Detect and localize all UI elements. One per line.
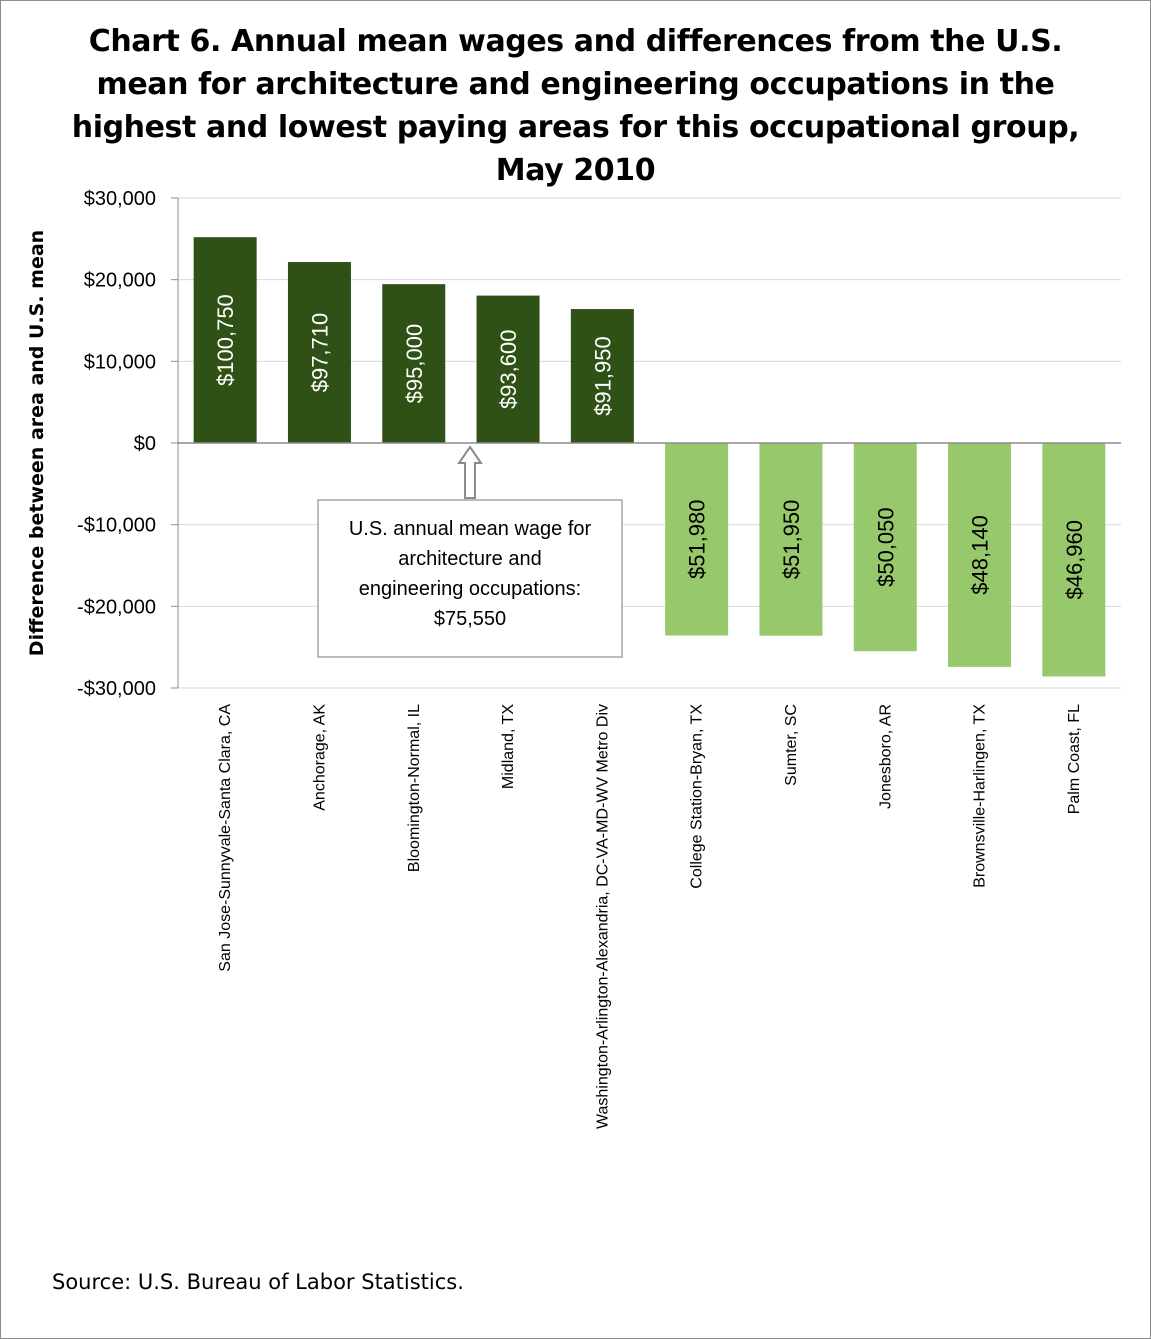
annotation-text: engineering occupations: (359, 578, 581, 600)
y-tick-label: -$30,000 (77, 678, 156, 700)
data-label: $51,980 (685, 499, 710, 579)
category-label: Palm Coast, FL (1066, 704, 1083, 814)
chart-title: Chart 6. Annual mean wages and differenc… (71, 24, 1080, 188)
bar (193, 237, 257, 443)
category-label: Jonesboro, AR (877, 704, 894, 809)
bars (193, 237, 1106, 677)
annotation-text: U.S. annual mean wage for (349, 518, 592, 540)
up-arrow-icon (457, 445, 483, 499)
annotation-text: $75,550 (434, 608, 506, 630)
bar (382, 284, 446, 443)
data-label: $100,750 (213, 294, 238, 386)
bar (1042, 443, 1106, 677)
data-label: $46,960 (1062, 520, 1087, 600)
bar (665, 443, 729, 636)
data-label: $95,000 (402, 324, 427, 404)
data-labels: $100,750 $97,710 $95,000 $93,600 $91,950 $51,… (213, 294, 1087, 599)
y-tick-label: $30,000 (84, 188, 156, 210)
data-label: $48,140 (968, 515, 993, 595)
annotation-text: architecture and (398, 548, 541, 570)
annotation-box (317, 499, 623, 658)
category-label: Midland, TX (500, 704, 517, 789)
category-label: Brownsville-Harlingen, TX (972, 704, 989, 888)
y-tick-label: -$20,000 (77, 596, 156, 618)
category-label: Anchorage, AK (311, 704, 328, 811)
y-tick-label: -$10,000 (77, 515, 156, 537)
axes (171, 197, 1121, 689)
y-tick-label: $0 (134, 433, 156, 455)
bar (570, 309, 634, 443)
category-label: College Station-Bryan, TX (689, 704, 706, 889)
category-label: San Jose-Sunnyvale-Santa Clara, CA (217, 704, 234, 972)
y-tick-label: $20,000 (84, 270, 156, 292)
data-label: $50,050 (873, 507, 898, 587)
data-label: $93,600 (496, 330, 521, 410)
bar (759, 443, 823, 636)
bar (476, 295, 540, 443)
category-label: Washington-Arlington-Alexandria, DC-VA-M… (594, 704, 611, 1129)
annotation: U.S. annual mean wage for architecture an… (317, 445, 623, 658)
category-labels: San Jose-Sunnyvale-Santa Clara, CA Anchor… (217, 704, 1083, 1129)
bar (948, 443, 1012, 667)
bar (287, 262, 351, 443)
source-note: Source: U.S. Bureau of Labor Statistics. (52, 1270, 464, 1294)
category-label: Sumter, SC (783, 704, 800, 786)
bar (853, 443, 917, 652)
data-label: $91,950 (590, 336, 615, 416)
data-label: $97,710 (307, 313, 332, 393)
data-label: $51,950 (779, 500, 804, 580)
y-tick-labels: $30,000 $20,000 $10,000 $0 -$10,000 -$20,000 -… (77, 188, 156, 700)
y-axis-label: Difference between area and U.S. mean (26, 230, 48, 656)
y-tick-label: $10,000 (84, 351, 156, 373)
category-label: Bloomington-Normal, IL (406, 704, 423, 872)
